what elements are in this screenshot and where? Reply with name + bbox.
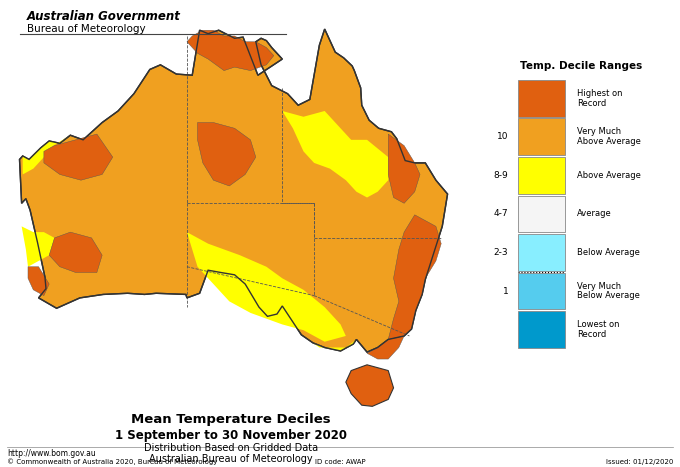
Text: 4-7: 4-7: [494, 209, 509, 219]
FancyBboxPatch shape: [518, 273, 566, 309]
Polygon shape: [282, 111, 388, 198]
Text: 1 September to 30 November 2020: 1 September to 30 November 2020: [115, 429, 347, 442]
FancyBboxPatch shape: [518, 119, 566, 155]
Text: Distribution Based on Gridded Data: Distribution Based on Gridded Data: [144, 443, 318, 453]
Text: Average: Average: [577, 209, 612, 219]
Polygon shape: [22, 135, 70, 175]
Point: [514, 269, 522, 275]
Text: ID code: AWAP: ID code: AWAP: [315, 459, 365, 465]
Polygon shape: [187, 30, 274, 71]
Text: http://www.bom.gov.au: http://www.bom.gov.au: [7, 449, 96, 458]
Text: Above Average: Above Average: [577, 171, 641, 180]
Polygon shape: [49, 232, 102, 273]
Polygon shape: [197, 122, 256, 186]
FancyBboxPatch shape: [518, 157, 566, 194]
Text: 2-3: 2-3: [494, 248, 509, 257]
Text: Highest on
Record: Highest on Record: [577, 89, 622, 107]
Polygon shape: [20, 29, 447, 352]
Text: Very Much
Above Average: Very Much Above Average: [577, 127, 641, 146]
Polygon shape: [187, 232, 346, 342]
Text: Very Much
Below Average: Very Much Below Average: [577, 282, 640, 300]
FancyBboxPatch shape: [518, 80, 566, 117]
Polygon shape: [313, 340, 356, 351]
Polygon shape: [388, 134, 420, 203]
Point: [562, 269, 570, 275]
FancyBboxPatch shape: [518, 311, 566, 348]
Polygon shape: [28, 267, 49, 296]
Text: Below Average: Below Average: [577, 248, 640, 257]
Polygon shape: [346, 365, 394, 406]
Text: Australian Government: Australian Government: [27, 10, 181, 23]
Polygon shape: [388, 215, 441, 340]
FancyBboxPatch shape: [518, 234, 566, 271]
Text: Lowest on
Record: Lowest on Record: [577, 320, 619, 339]
Text: Australian Bureau of Meteorology: Australian Bureau of Meteorology: [150, 454, 313, 464]
Text: Bureau of Meteorology: Bureau of Meteorology: [27, 24, 146, 34]
Polygon shape: [367, 336, 404, 359]
Text: 10: 10: [497, 132, 509, 142]
Text: Temp. Decile Ranges: Temp. Decile Ranges: [520, 61, 642, 71]
Text: Issued: 01/12/2020: Issued: 01/12/2020: [606, 459, 673, 465]
Text: © Commonwealth of Australia 2020, Bureau of Meteorology: © Commonwealth of Australia 2020, Bureau…: [7, 459, 217, 465]
Text: 8-9: 8-9: [494, 171, 509, 180]
FancyBboxPatch shape: [518, 196, 566, 232]
Polygon shape: [44, 134, 113, 180]
Text: 1: 1: [503, 287, 509, 296]
Text: Mean Temperature Deciles: Mean Temperature Deciles: [131, 413, 331, 426]
Polygon shape: [22, 226, 54, 267]
